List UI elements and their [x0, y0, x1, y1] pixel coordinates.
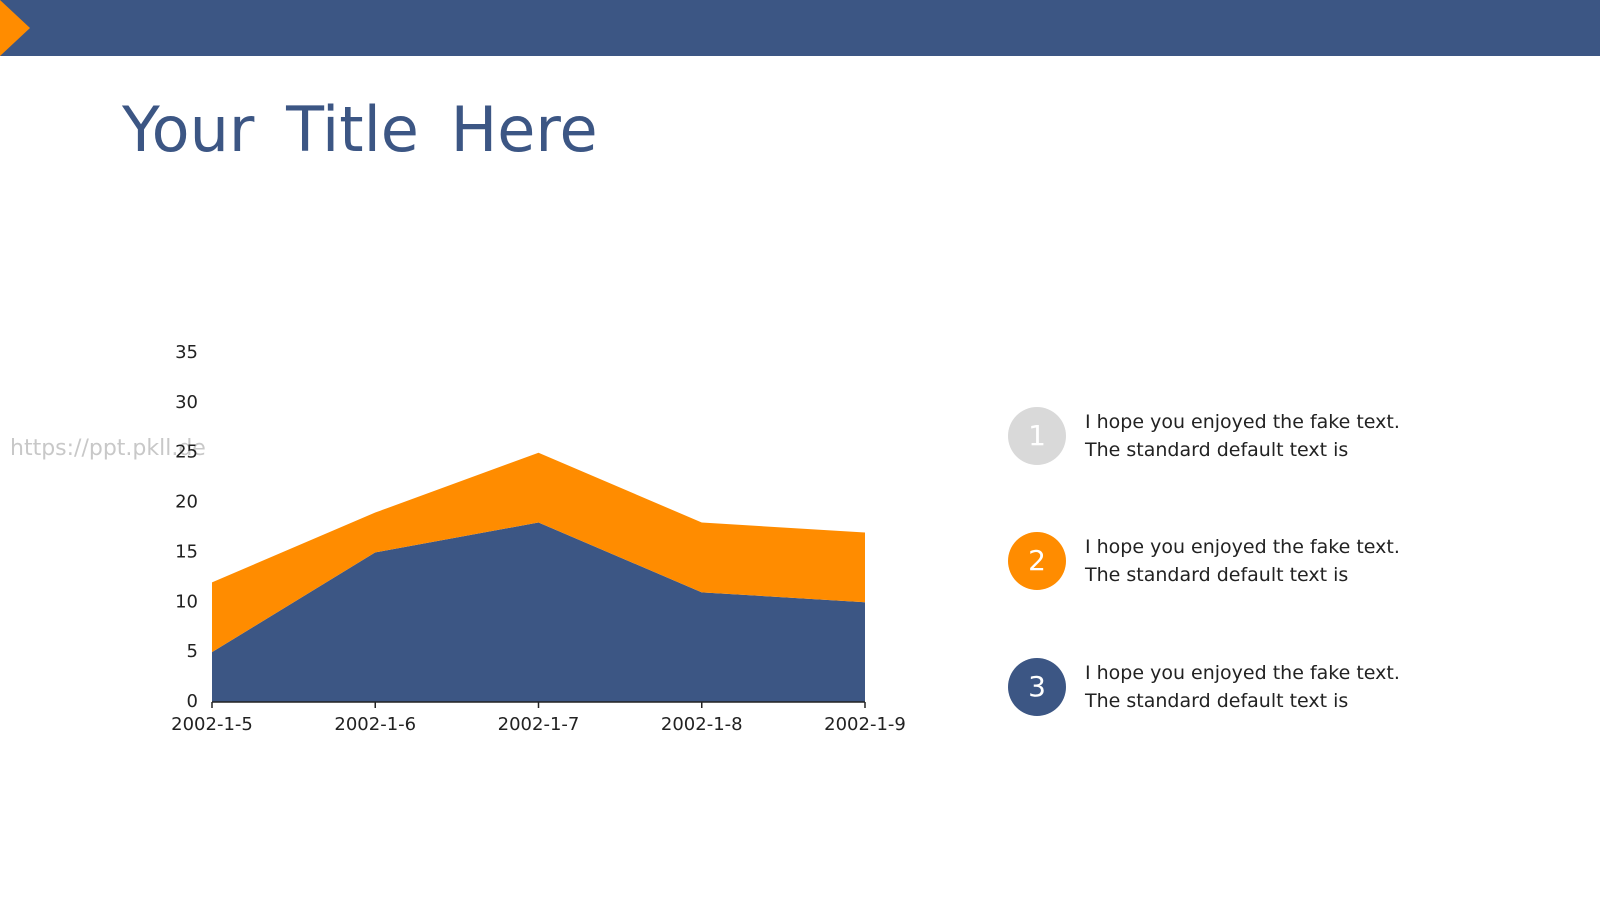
item-badge: [1008, 532, 1066, 590]
item-text: The standard default text is: [1084, 564, 1348, 586]
x-tick-label: 2002-1-7: [498, 714, 580, 735]
item-badge: [1008, 407, 1066, 465]
item-number: 2: [1028, 544, 1046, 577]
y-tick-label: 0: [187, 691, 198, 712]
item-text: I hope you enjoyed the fake text.: [1085, 411, 1400, 433]
top-bar: [0, 0, 1600, 56]
y-tick-label: 30: [175, 392, 198, 413]
area: [212, 522, 865, 702]
top-arrow: [0, 0, 30, 56]
x-tick-label: 2002-1-5: [171, 714, 253, 735]
x-tick-label: 2002-1-9: [824, 714, 906, 735]
item-text: The standard default text is: [1084, 690, 1348, 712]
y-tick-label: 15: [175, 541, 198, 562]
item-number: 1: [1028, 419, 1046, 452]
x-tick-label: 2002-1-8: [661, 714, 743, 735]
y-tick-label: 5: [187, 641, 198, 662]
item-text: I hope you enjoyed the fake text.: [1085, 662, 1400, 684]
item-badge: [1008, 658, 1066, 716]
area: [212, 452, 865, 653]
y-tick-label: 25: [175, 442, 198, 463]
item-text: The standard default text is: [1084, 439, 1348, 461]
y-tick-label: 35: [175, 342, 198, 363]
y-tick-label: 10: [175, 591, 198, 612]
title: Your Title Here: [121, 93, 598, 166]
x-tick-label: 2002-1-6: [334, 714, 416, 735]
item-text: I hope you enjoyed the fake text.: [1085, 536, 1400, 558]
item-number: 3: [1028, 670, 1046, 703]
y-tick-label: 20: [175, 492, 198, 513]
watermark: https://ppt.pkll.de: [10, 436, 206, 461]
